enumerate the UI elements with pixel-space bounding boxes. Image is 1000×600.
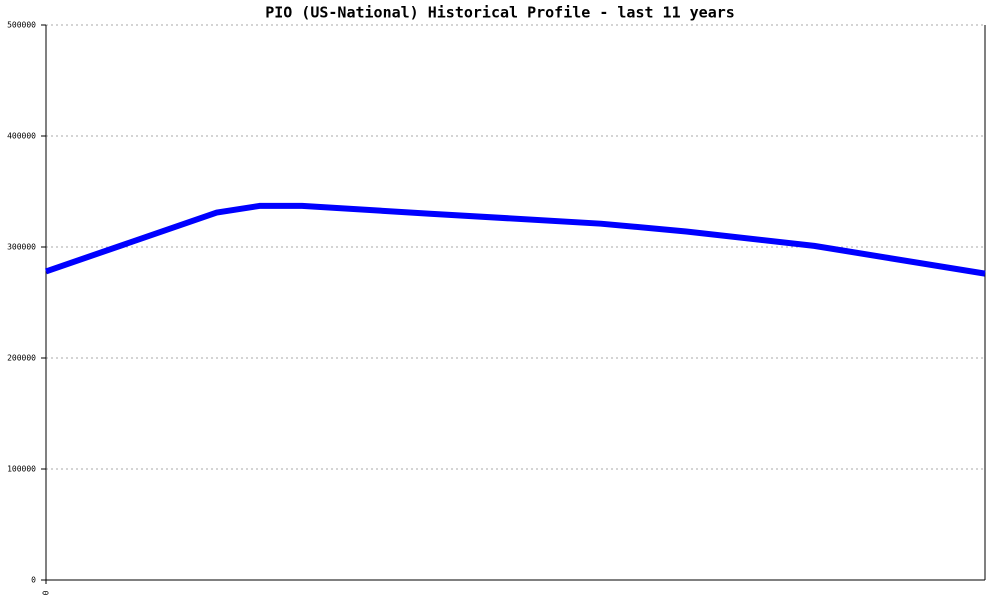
x-tick-label: 0 bbox=[42, 590, 51, 595]
y-tick-label: 400000 bbox=[7, 132, 36, 141]
y-tick-label: 300000 bbox=[7, 243, 36, 252]
y-tick-label: 200000 bbox=[7, 354, 36, 363]
data-line bbox=[45, 202, 986, 277]
chart-title: PIO (US-National) Historical Profile - l… bbox=[265, 4, 735, 22]
y-tick-label: 500000 bbox=[7, 21, 36, 30]
y-tick-label: 0 bbox=[31, 576, 36, 585]
y-tick-label: 100000 bbox=[7, 465, 36, 474]
